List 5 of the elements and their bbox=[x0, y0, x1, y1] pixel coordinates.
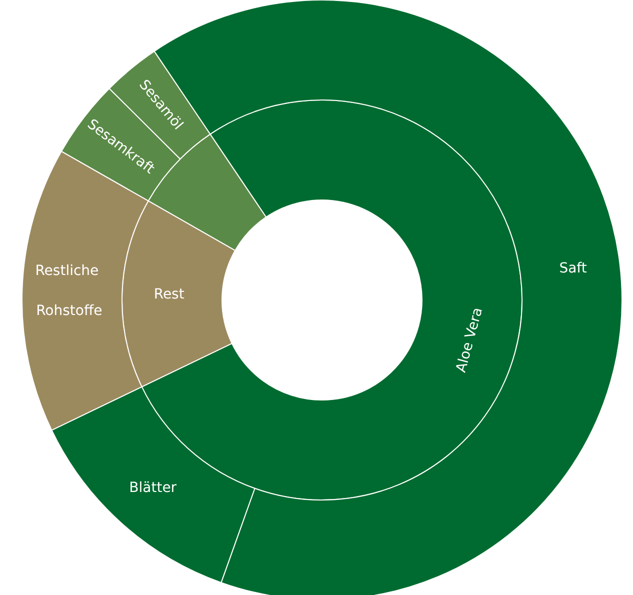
slice-label: Saft bbox=[559, 260, 588, 276]
slice-label: Rest bbox=[154, 286, 185, 303]
slice-label: Aloe Vera bbox=[453, 306, 486, 374]
category-label: Restliche Rohstoffe bbox=[35, 263, 102, 320]
slice-label: Blätter bbox=[129, 480, 177, 496]
